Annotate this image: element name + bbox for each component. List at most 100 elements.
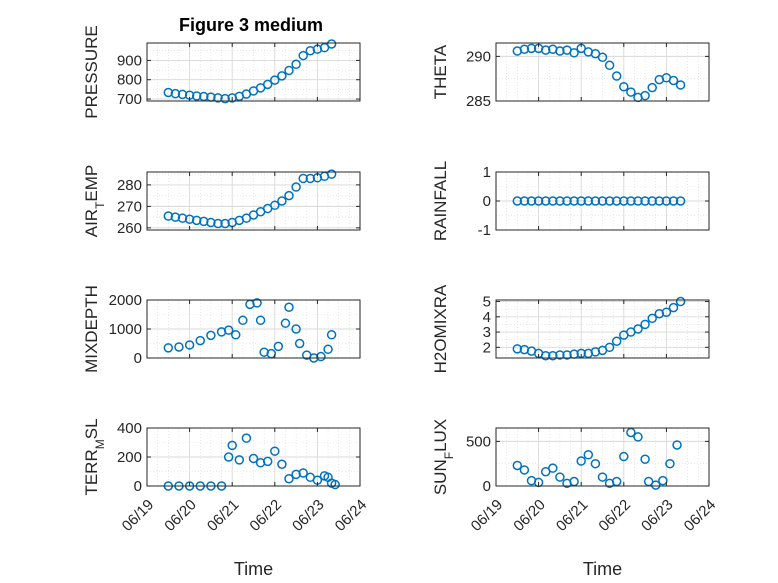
data-point bbox=[174, 342, 184, 352]
data-point bbox=[291, 182, 301, 192]
y-axis-label: MIXDEPTH bbox=[82, 285, 101, 373]
data-point bbox=[519, 196, 530, 206]
data-point bbox=[195, 335, 205, 346]
x-tick-label: 06/23 bbox=[638, 496, 677, 535]
data-point bbox=[647, 82, 657, 93]
data-point bbox=[270, 75, 280, 85]
data-point bbox=[590, 196, 601, 206]
y-tick-label: 200 bbox=[117, 449, 142, 466]
data-point bbox=[170, 212, 181, 222]
data-point bbox=[298, 468, 308, 478]
data-point bbox=[661, 307, 672, 317]
data-point bbox=[255, 315, 266, 326]
data-point bbox=[562, 350, 572, 360]
data-point bbox=[569, 196, 579, 206]
data-point bbox=[654, 196, 665, 206]
y-tick-label: -1 bbox=[478, 222, 491, 239]
data-point bbox=[619, 196, 629, 206]
data-point bbox=[626, 87, 636, 97]
data-point bbox=[583, 196, 594, 206]
data-point bbox=[576, 456, 586, 466]
y-tick-label: 290 bbox=[466, 48, 491, 65]
data-point bbox=[270, 200, 280, 211]
data-point bbox=[675, 80, 686, 90]
data-point bbox=[238, 315, 248, 326]
data-point bbox=[611, 196, 622, 206]
data-point bbox=[191, 91, 202, 101]
y-tick-label: 270 bbox=[117, 198, 142, 215]
y-tick-label: 0 bbox=[134, 478, 142, 495]
data-point bbox=[611, 71, 622, 81]
data-point bbox=[519, 465, 530, 475]
data-point bbox=[170, 88, 181, 99]
data-point bbox=[177, 89, 188, 100]
data-point bbox=[597, 196, 608, 206]
data-point bbox=[284, 474, 294, 484]
y-axis-label: SUNFLUX bbox=[431, 419, 456, 495]
x-tick-label: 06/19 bbox=[119, 496, 158, 535]
data-point bbox=[640, 319, 650, 330]
x-tick-label: 06/22 bbox=[246, 496, 285, 535]
y-axis-label: THETA bbox=[431, 44, 450, 99]
y-tick-label: 1000 bbox=[109, 321, 142, 338]
data-point bbox=[177, 213, 188, 223]
data-point bbox=[583, 450, 594, 460]
x-axis-label: Time bbox=[583, 559, 622, 579]
data-point bbox=[512, 460, 523, 471]
data-point bbox=[277, 459, 287, 469]
data-point bbox=[647, 313, 657, 324]
data-point bbox=[326, 169, 337, 179]
data-point bbox=[604, 60, 615, 71]
axes-box bbox=[495, 427, 710, 487]
data-point bbox=[298, 50, 308, 61]
data-point bbox=[526, 43, 537, 54]
data-point bbox=[555, 46, 565, 56]
y-tick-label: 285 bbox=[466, 93, 491, 110]
data-point bbox=[227, 440, 237, 451]
y-tick-label: 0 bbox=[483, 193, 491, 210]
data-point bbox=[675, 196, 686, 206]
y-tick-label: 2 bbox=[483, 339, 491, 356]
y-axis-label: H2OMIXRA bbox=[431, 284, 450, 373]
data-point bbox=[611, 336, 622, 346]
data-point bbox=[284, 302, 294, 312]
data-point bbox=[280, 318, 291, 328]
data-point bbox=[277, 71, 287, 81]
data-point bbox=[213, 93, 223, 103]
y-tick-label: 5 bbox=[483, 294, 491, 311]
data-point bbox=[555, 472, 565, 482]
data-point bbox=[294, 338, 305, 349]
y-tick-label: 700 bbox=[117, 91, 142, 108]
data-point bbox=[675, 296, 686, 307]
y-tick-label: 500 bbox=[466, 433, 491, 450]
data-point bbox=[526, 196, 537, 206]
y-tick-label: 900 bbox=[117, 52, 142, 69]
data-point bbox=[248, 453, 259, 464]
data-point bbox=[252, 298, 262, 308]
data-point bbox=[604, 196, 615, 206]
data-point bbox=[576, 196, 586, 206]
data-point bbox=[533, 196, 544, 206]
data-point bbox=[319, 42, 330, 53]
data-point bbox=[562, 196, 572, 206]
data-point bbox=[619, 81, 629, 92]
data-point bbox=[262, 456, 273, 467]
data-point bbox=[326, 330, 337, 340]
data-point bbox=[512, 196, 523, 206]
data-point bbox=[640, 196, 650, 206]
axes-box bbox=[495, 299, 710, 359]
data-point bbox=[555, 350, 565, 360]
data-point bbox=[163, 87, 174, 98]
axes-box bbox=[146, 42, 361, 102]
data-point bbox=[199, 216, 209, 227]
y-axis-label: RAINFALL bbox=[431, 161, 450, 241]
y-tick-label: 4 bbox=[483, 309, 491, 326]
data-point bbox=[668, 302, 679, 313]
y-axis-label: TERRMSL bbox=[82, 418, 107, 495]
data-point bbox=[184, 214, 195, 225]
data-point bbox=[640, 90, 650, 101]
x-axis-label: Time bbox=[234, 559, 273, 579]
x-tick-label: 06/22 bbox=[595, 496, 634, 535]
y-tick-label: 3 bbox=[483, 324, 491, 341]
y-tick-label: 2000 bbox=[109, 292, 142, 309]
